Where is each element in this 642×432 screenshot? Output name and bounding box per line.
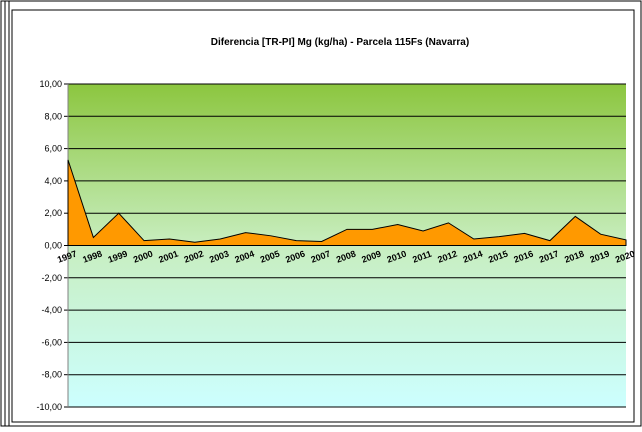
y-tick-label: -8,00 (41, 370, 62, 380)
chart-title: Diferencia [TR-PI] Mg (kg/ha) - Parcela … (211, 37, 469, 48)
y-tick-label: 6,00 (44, 144, 62, 154)
area (67, 159, 627, 246)
y-tick-label: 2,00 (44, 208, 62, 218)
y-tick-label: -2,00 (41, 273, 62, 283)
y-tick-label: -4,00 (41, 305, 62, 315)
y-tick-label: 0,00 (44, 241, 62, 251)
y-tick-label: -10,00 (36, 402, 62, 412)
y-tick-label: 4,00 (44, 176, 62, 186)
y-tick-label: 10,00 (39, 79, 62, 89)
y-tick-label: -6,00 (41, 337, 62, 347)
y-tick-label: 8,00 (44, 111, 62, 121)
